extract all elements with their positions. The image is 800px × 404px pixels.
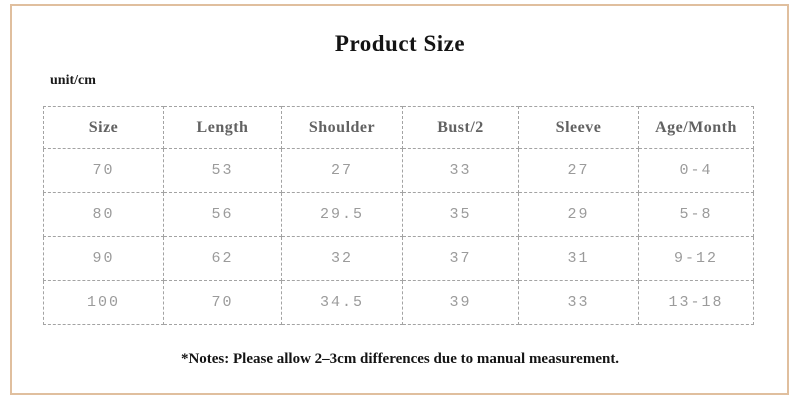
table-cell: 0-4 (638, 148, 754, 193)
table-row: 100 70 34.5 39 33 13-18 (43, 280, 754, 325)
table-cell: 27 (518, 148, 639, 193)
table-cell: 5-8 (638, 192, 754, 237)
size-table: Size Length Shoulder Bust/2 Sleeve Age/M… (43, 106, 754, 325)
header-age-month: Age/Month (638, 106, 754, 149)
table-cell: 13-18 (638, 280, 754, 325)
measurement-note: *Notes: Please allow 2–3cm differences d… (180, 351, 620, 367)
table-cell: 9-12 (638, 236, 754, 281)
table-cell: 53 (163, 148, 282, 193)
page-title: Product Size (334, 31, 466, 56)
table-cell: 29.5 (281, 192, 403, 237)
table-header-row: Size Length Shoulder Bust/2 Sleeve Age/M… (43, 106, 754, 149)
table-row: 80 56 29.5 35 29 5-8 (43, 192, 754, 237)
table-cell: 29 (518, 192, 639, 237)
table-cell: 70 (43, 148, 164, 193)
table-row: 90 62 32 37 31 9-12 (43, 236, 754, 281)
table-cell: 90 (43, 236, 164, 281)
table-cell: 100 (43, 280, 164, 325)
header-sleeve: Sleeve (518, 106, 639, 149)
table-cell: 33 (518, 280, 639, 325)
header-shoulder: Shoulder (281, 106, 403, 149)
table-cell: 27 (281, 148, 403, 193)
table-cell: 70 (163, 280, 282, 325)
header-size: Size (43, 106, 164, 149)
table-cell: 33 (402, 148, 519, 193)
header-length: Length (163, 106, 282, 149)
table-cell: 34.5 (281, 280, 403, 325)
table-cell: 80 (43, 192, 164, 237)
table-cell: 37 (402, 236, 519, 281)
table-cell: 31 (518, 236, 639, 281)
table-cell: 62 (163, 236, 282, 281)
table-cell: 35 (402, 192, 519, 237)
table-cell: 39 (402, 280, 519, 325)
table-cell: 56 (163, 192, 282, 237)
table-cell: 32 (281, 236, 403, 281)
unit-label: unit/cm (50, 73, 96, 88)
header-bust: Bust/2 (402, 106, 519, 149)
table-row: 70 53 27 33 27 0-4 (43, 148, 754, 193)
